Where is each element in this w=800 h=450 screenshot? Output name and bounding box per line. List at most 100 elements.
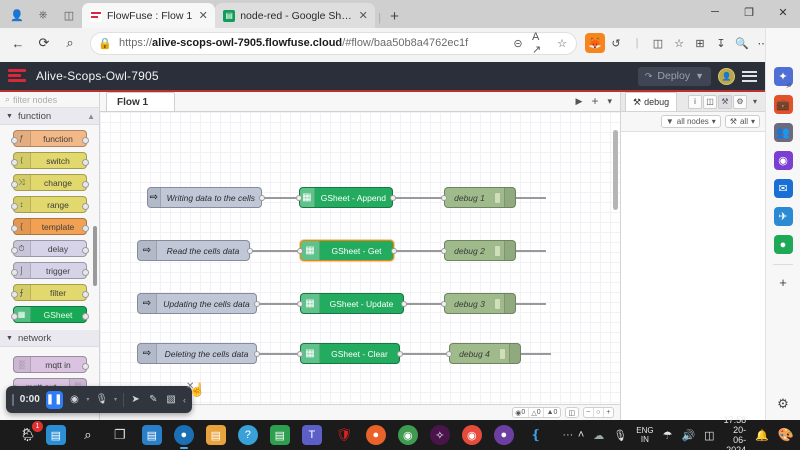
inject-node-4[interactable]: ⇨ Deleting the cells data [137,343,260,364]
eraser-icon[interactable]: ▧ [166,394,176,405]
drag-handle[interactable] [12,393,14,406]
output-port[interactable] [259,195,265,201]
palette-node-template[interactable]: { template [10,218,89,235]
downloads-icon[interactable]: ↧ [716,37,726,50]
games-icon[interactable]: ◉ [773,151,793,170]
browser-search-icon[interactable]: ⌕ [66,35,74,50]
minimize-button[interactable]: ─ [711,6,719,18]
debug-toggle[interactable] [504,241,515,260]
canvas-scrollbar[interactable] [613,130,618,210]
debug-node-2[interactable]: debug 2 [441,240,516,261]
palette-node-switch[interactable]: ⟨ switch [10,152,89,169]
collections-icon[interactable]: ☆ [674,37,684,50]
outlook-icon[interactable]: ✉ [773,179,793,198]
pen-icon[interactable]: ✎ [149,394,158,405]
palette-node-mqtt-in[interactable]: ░ mqtt in [12,356,89,373]
battery-icon[interactable]: ◫ [704,429,715,442]
collapse-all-icon[interactable]: ▲ [87,112,95,121]
teams-icon[interactable]: T [301,425,322,445]
debug-toggle[interactable] [509,344,520,363]
zoom-in-button[interactable]: + [602,408,613,417]
shopping-icon[interactable]: 💼 [773,95,793,114]
palette-node-delay[interactable]: ⏱ delay [10,240,89,257]
search-icon[interactable]: ⌕ [84,427,92,442]
input-port[interactable] [441,248,447,254]
back-icon[interactable]: ← [11,35,25,51]
pause-icon[interactable]: ❚❚ [45,390,63,409]
clock[interactable]: 17:58 20-06-2024 [724,415,747,450]
navigator-toggle[interactable]: ◫ [564,407,579,418]
chevron-left-icon[interactable]: ‹ [183,394,186,405]
new-tab-button[interactable]: + [390,8,399,25]
telegram-icon[interactable]: ✈ [773,207,793,226]
maximize-button[interactable]: ❐ [744,6,754,19]
palette-scroll[interactable]: ▼ function ▲ ƒ function ⟨ switch ⤨ chan [0,108,99,420]
chrome2-icon[interactable]: ◉ [461,425,482,445]
inject-node-3[interactable]: ⇨ Updating the cells data [137,293,260,314]
debug-node-4[interactable]: debug 4 [446,343,521,364]
widgets-icon[interactable]: ▤ [141,425,162,445]
mic-icon[interactable]: 🎙 [613,429,628,442]
input-port[interactable] [446,351,452,357]
input-port[interactable] [441,195,447,201]
mic-menu-icon[interactable]: ▾ [114,397,118,403]
output-port[interactable] [401,301,407,307]
reload-icon[interactable]: ⟳ [38,35,50,50]
profile-icon[interactable]: 👤 [10,9,24,22]
workspaces-icon[interactable]: ⎈ [38,8,48,21]
deploy-button[interactable]: ↷ Deploy ▼ [637,66,711,86]
output-port[interactable] [390,195,396,201]
gsheet-node-get[interactable]: ▦ GSheet - Get [297,240,397,261]
split-screen-icon[interactable]: ◫ [652,37,664,50]
onedrive-icon[interactable]: ☁ [593,429,605,442]
output-port[interactable] [254,351,260,357]
palette-category-network[interactable]: ▼ network [0,330,99,347]
add-sidebar-app-button[interactable]: + [779,275,787,290]
output-port[interactable] [397,351,403,357]
input-port[interactable] [297,351,303,357]
input-port[interactable] [296,195,302,201]
debug-node-3[interactable]: debug 3 [441,293,516,314]
tab-debug[interactable]: ⚒ debug [625,92,678,111]
input-port[interactable] [297,301,303,307]
output-port[interactable] [254,301,260,307]
palette-node-change[interactable]: ⤨ change [10,174,89,191]
gsheet-node-append[interactable]: ▦ GSheet - Append [296,187,396,208]
zoom-icon[interactable]: ⊝ [513,37,523,50]
cursor-icon[interactable]: ➤ [131,394,140,405]
flow-menu-icon[interactable]: ▾ [607,95,612,106]
output-port[interactable] [391,248,397,254]
edge-icon[interactable]: ● [173,425,194,449]
chrome-icon[interactable]: ◉ [397,425,418,445]
tab-flowfuse[interactable]: FlowFuse : Flow 1 ✕ [82,3,216,28]
close-button[interactable]: ✕ [778,6,788,19]
gsheet-node-update[interactable]: ▦ GSheet - Update [297,293,407,314]
palette-search[interactable]: ⌕ filter nodes [0,92,99,108]
taskbar-weather[interactable]: 🌦 1 [0,421,46,445]
add-collection-icon[interactable]: ⊞ [695,37,705,50]
whatsapp-icon[interactable]: ● [773,235,793,254]
gsheet-node-clear[interactable]: ▦ GSheet - Clear [297,343,403,364]
avatar[interactable]: 👤 [718,67,735,85]
gsuite-icon[interactable]: ▤ [269,425,290,445]
mic-off-icon[interactable]: 🎙 [95,394,109,405]
tab-close-icon[interactable]: ✕ [358,10,368,22]
camera-off-icon[interactable]: ◉ [70,394,79,405]
trash-icon[interactable]: ⚒ [718,94,732,109]
help-icon[interactable]: ? [237,425,258,445]
start-icon[interactable]: ▤ [45,425,66,445]
language-indicator[interactable]: ENG IN [636,426,653,444]
zoom-reset-button[interactable]: ○ [592,408,603,417]
palette-node-function[interactable]: ƒ function [10,130,89,147]
flow-canvas[interactable]: ⇨ Writing data to the cells ▦ GSheet - A… [100,112,620,404]
camera-menu-icon[interactable]: ▾ [86,397,90,403]
chevron-down-icon[interactable]: ▼ [695,71,704,81]
palette-node-filter[interactable]: ⨍ filter [10,284,89,301]
more-icon[interactable]: ▾ [752,97,757,106]
play-icon[interactable]: ▶ [575,95,583,106]
address-bar[interactable]: 🔒 https://alive-scops-owl-7905.flowfuse.… [90,31,577,56]
vscode-icon[interactable]: ❴ [530,427,542,442]
favorite-icon[interactable]: ☆ [557,37,567,50]
filter-level-dropdown[interactable]: ⚒ all ▾ [724,115,760,128]
tab-google-sheets[interactable]: ▤ node-red - Google Sheets ✕ [215,3,376,28]
